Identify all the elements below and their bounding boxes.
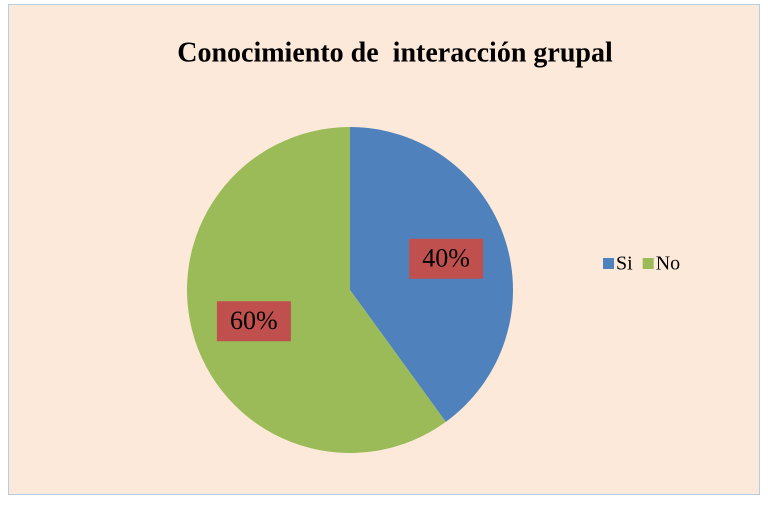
legend-label: Si (616, 253, 633, 275)
chart-title: Conocimiento de interacción grupal (177, 37, 613, 68)
legend-swatch (603, 258, 614, 269)
data-label: 40% (422, 244, 470, 273)
data-label-box (216, 301, 291, 342)
data-label: 60% (230, 306, 278, 335)
legend-swatch (642, 258, 654, 269)
legend-label: No (656, 253, 680, 275)
data-label-box (409, 238, 484, 279)
pie-slice (186, 127, 446, 453)
